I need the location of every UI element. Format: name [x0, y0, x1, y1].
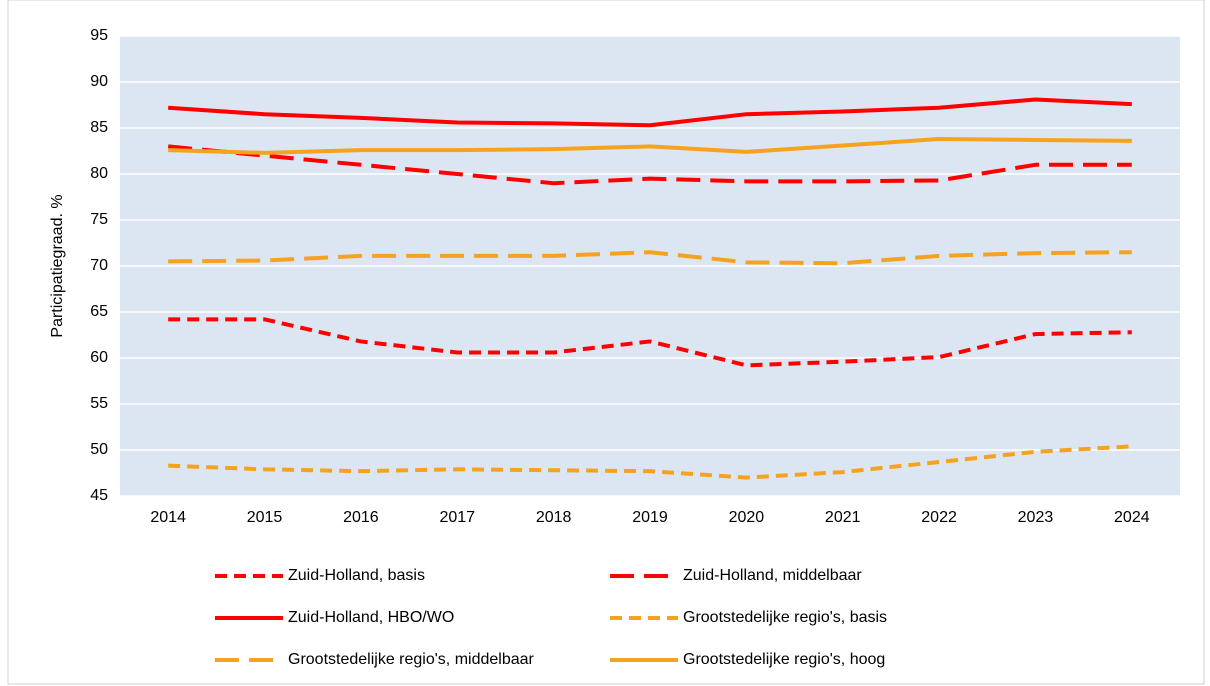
x-tick-label: 2018	[536, 509, 572, 526]
y-tick-label: 90	[90, 73, 108, 90]
y-tick-label: 65	[90, 303, 108, 320]
series-line	[168, 317, 1132, 368]
x-tick-label: 2019	[632, 509, 668, 526]
x-tick-label: 2021	[825, 509, 861, 526]
series-line	[168, 97, 1132, 128]
y-tick-label: 95	[90, 27, 108, 44]
legend-label: Zuid-Holland, middelbaar	[683, 567, 862, 584]
series-line	[168, 137, 1132, 155]
x-tick-label: 2023	[1018, 509, 1054, 526]
y-tick-label: 75	[90, 211, 108, 228]
x-tick-label: 2014	[150, 509, 186, 526]
y-tick-label: 55	[90, 395, 108, 412]
x-tick-label: 2020	[729, 509, 765, 526]
y-tick-label: 85	[90, 119, 108, 136]
y-tick-label: 60	[90, 349, 108, 366]
y-axis-label: Participatiegraad. %	[49, 194, 66, 337]
x-tick-label: 2016	[343, 509, 379, 526]
legend-label: Grootstedelijke regio's, hoog	[683, 651, 885, 668]
x-tick-label: 2022	[921, 509, 957, 526]
series-line	[167, 144, 1132, 186]
legend-label: Grootstedelijke regio's, basis	[683, 609, 887, 626]
x-tick-label: 2024	[1114, 509, 1150, 526]
series-line	[168, 250, 1132, 266]
y-tick-label: 80	[90, 165, 108, 182]
y-tick-label: 50	[90, 441, 108, 458]
series-line	[168, 444, 1132, 480]
legend-label: Zuid-Holland, basis	[288, 567, 425, 584]
x-tick-label: 2015	[247, 509, 283, 526]
legend-label: Zuid-Holland, HBO/WO	[288, 609, 454, 626]
x-tick-label: 2017	[439, 509, 475, 526]
y-tick-label: 70	[90, 257, 108, 274]
legend-label: Grootstedelijke regio's, middelbaar	[288, 651, 535, 668]
y-tick-label: 45	[90, 487, 108, 504]
